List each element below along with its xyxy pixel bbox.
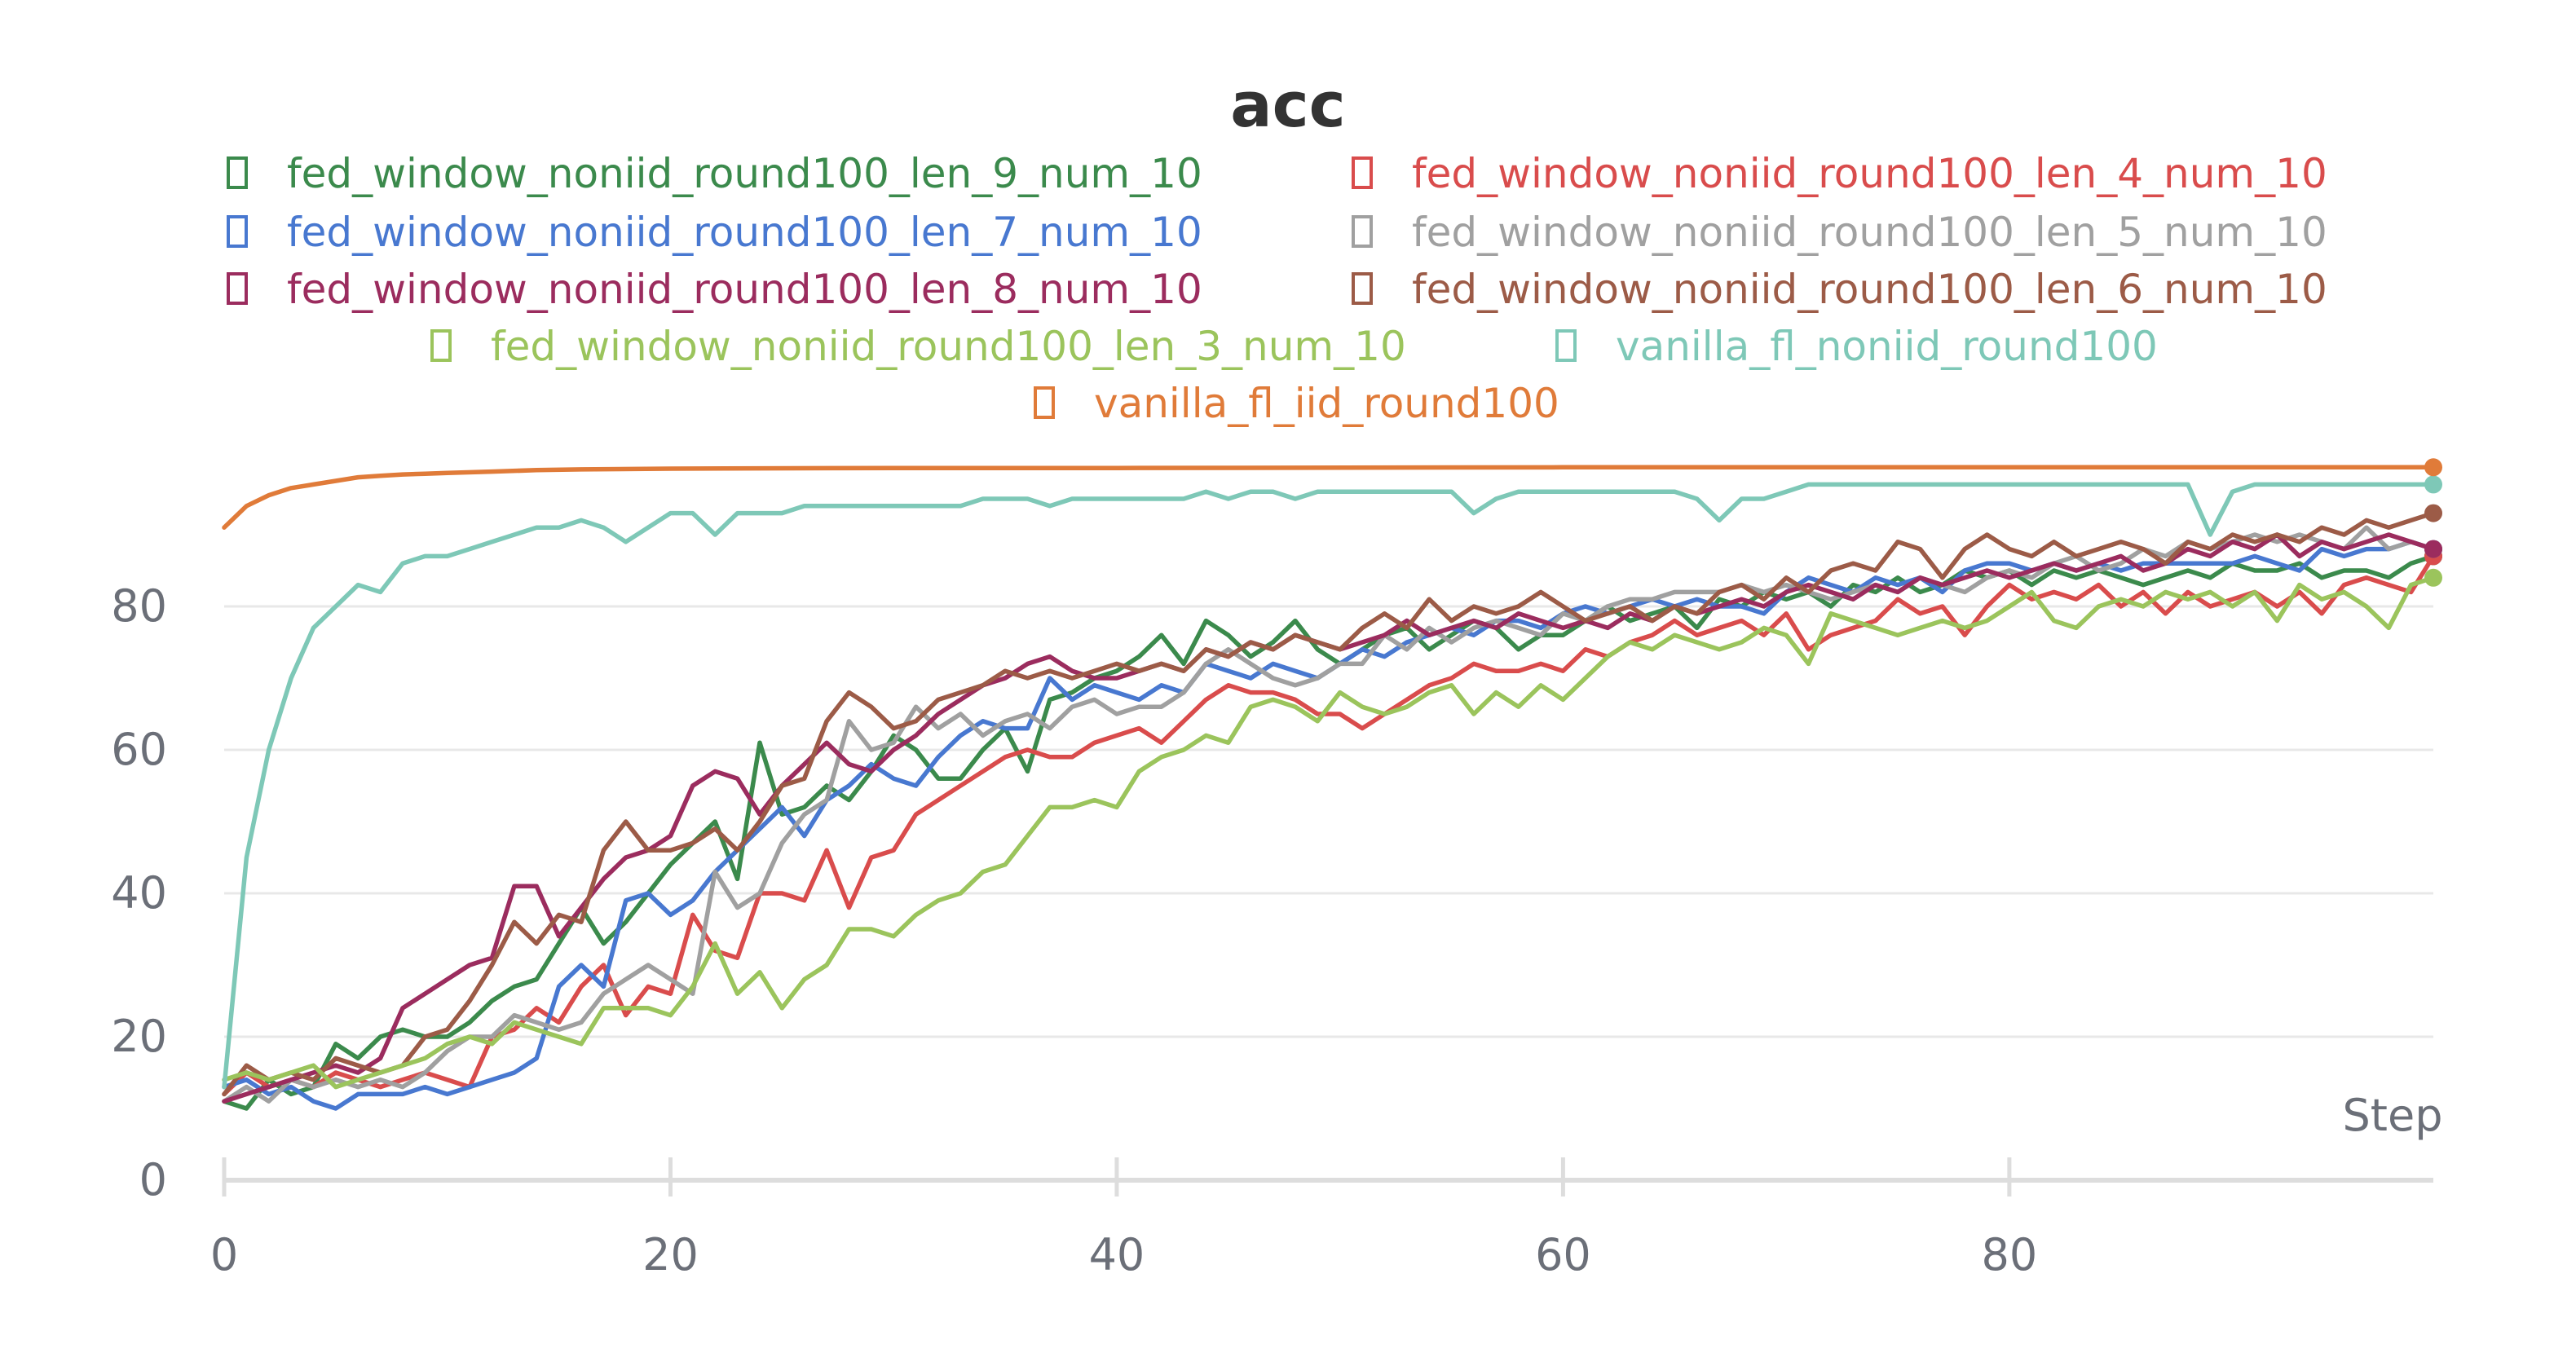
series-endpoint-fed_window_noniid_round100_len_6_num_10: [2424, 504, 2442, 522]
legend-item[interactable]: fed_window_noniid_round100_len_6_num_10: [1352, 266, 2327, 313]
legend-swatch-icon: [1352, 215, 1373, 248]
series-endpoint-vanilla_fl_noniid_round100: [2424, 475, 2442, 494]
legend-item[interactable]: fed_window_noniid_round100_len_4_num_10: [1352, 150, 2327, 197]
legend-label: fed_window_noniid_round100_len_6_num_10: [1412, 266, 2327, 313]
legend-swatch-icon: [227, 215, 248, 248]
legend-item[interactable]: fed_window_noniid_round100_len_9_num_10: [227, 150, 1202, 197]
y-tick-label: 80: [111, 580, 167, 632]
y-tick-label: 60: [111, 724, 167, 775]
legend-item[interactable]: fed_window_noniid_round100_len_5_num_10: [1352, 209, 2327, 256]
series-line-fed_window_noniid_round100_len_4_num_10: [222, 553, 2436, 1097]
legend-label: fed_window_noniid_round100_len_4_num_10: [1412, 150, 2327, 197]
legend-item[interactable]: fed_window_noniid_round100_len_7_num_10: [227, 209, 1202, 256]
legend-label: vanilla_fl_noniid_round100: [1616, 323, 2158, 370]
series-line-vanilla_fl_iid_round100: [222, 465, 2436, 530]
legend-swatch-icon: [1555, 329, 1577, 362]
axes: 0 20 40 60 80 0 20 40 60 80: [111, 580, 2433, 1280]
series-line-fed_window_noniid_round100_len_3_num_10: [222, 575, 2436, 1090]
series-endpoint-fed_window_noniid_round100_len_3_num_10: [2424, 568, 2442, 587]
legend-swatch-icon: [1352, 156, 1373, 189]
legend-label: fed_window_noniid_round100_len_9_num_10: [287, 150, 1202, 197]
legend-swatch-icon: [1034, 386, 1055, 419]
legend-item[interactable]: vanilla_fl_noniid_round100: [1555, 323, 2158, 370]
x-tick-label: 80: [1982, 1229, 2038, 1280]
series-line-vanilla_fl_noniid_round100: [222, 482, 2436, 1090]
legend-label: fed_window_noniid_round100_len_7_num_10: [287, 209, 1202, 256]
series-line-fed_window_noniid_round100_len_8_num_10: [222, 532, 2436, 1104]
legend-item[interactable]: vanilla_fl_iid_round100: [1034, 380, 1559, 427]
y-tick-label: 20: [111, 1011, 167, 1062]
y-tick-label: 40: [111, 867, 167, 919]
x-tick-label: 20: [642, 1229, 699, 1280]
series-layer: [222, 458, 2442, 1111]
legend-label: fed_window_noniid_round100_len_3_num_10: [491, 323, 1406, 370]
legend-swatch-icon: [1352, 272, 1373, 305]
series-line-fed_window_noniid_round100_len_6_num_10: [222, 510, 2436, 1097]
x-tick-label: 40: [1089, 1229, 1145, 1280]
x-tick-label: 0: [210, 1229, 238, 1280]
x-axis-label: Step: [2343, 1090, 2443, 1141]
series-line-fed_window_noniid_round100_len_5_num_10: [222, 525, 2436, 1104]
series-endpoint-fed_window_noniid_round100_len_8_num_10: [2424, 540, 2442, 558]
legend-swatch-icon: [227, 272, 248, 305]
series-endpoint-vanilla_fl_iid_round100: [2424, 458, 2442, 477]
series-line-fed_window_noniid_round100_len_9_num_10: [222, 553, 2436, 1111]
series-line-fed_window_noniid_round100_len_7_num_10: [222, 540, 2436, 1111]
y-tick-label: 0: [139, 1154, 167, 1205]
x-tick-label: 60: [1535, 1229, 1591, 1280]
legend-label: vanilla_fl_iid_round100: [1094, 380, 1559, 427]
chart-title: acc: [1230, 68, 1345, 141]
legend-item[interactable]: fed_window_noniid_round100_len_8_num_10: [227, 266, 1202, 313]
legend-swatch-icon: [227, 156, 248, 189]
legend-item[interactable]: fed_window_noniid_round100_len_3_num_10: [430, 323, 1406, 370]
legend-swatch-icon: [430, 329, 452, 362]
legend-label: fed_window_noniid_round100_len_8_num_10: [287, 266, 1202, 313]
legend-label: fed_window_noniid_round100_len_5_num_10: [1412, 209, 2327, 256]
